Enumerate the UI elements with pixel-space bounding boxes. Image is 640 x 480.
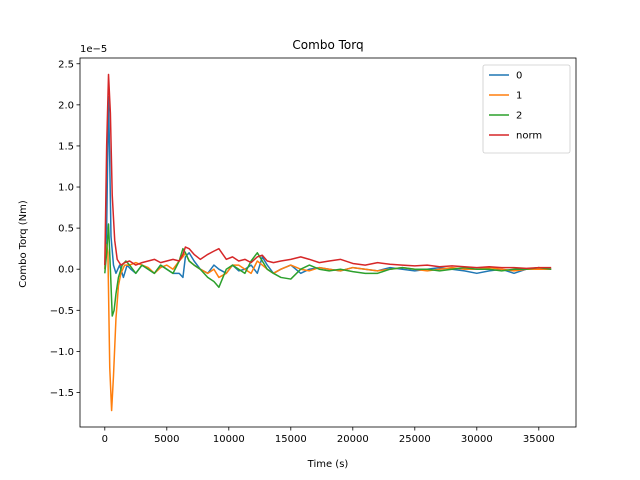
y-tick-label: 0.5 bbox=[58, 224, 74, 235]
legend: 0 1 2 norm bbox=[482, 64, 571, 154]
x-tick-label: 30000 bbox=[461, 434, 493, 445]
series-line-norm bbox=[104, 73, 552, 270]
plot-area: 0 5000 10000 15000 20000 25000 30000 35000 −1.5… bbox=[50, 57, 577, 445]
axes-frame bbox=[79, 57, 577, 428]
x-tick-label: 15000 bbox=[275, 434, 307, 445]
x-tick-label: 20000 bbox=[337, 434, 369, 445]
y-axis: −1.5 −1.0 −0.5 0.0 0.5 1.0 1.5 2.0 2.5 bbox=[50, 59, 80, 399]
series-line-2 bbox=[104, 223, 552, 317]
y-tick-label: 2.0 bbox=[58, 100, 74, 111]
y-axis-scale-label: 1e−5 bbox=[80, 44, 107, 55]
y-tick-label: −1.5 bbox=[50, 388, 74, 399]
x-tick-label: 0 bbox=[102, 434, 108, 445]
legend-box bbox=[482, 64, 571, 154]
x-axis: 0 5000 10000 15000 20000 25000 30000 35000 bbox=[102, 427, 555, 445]
series-lines bbox=[104, 73, 552, 412]
chart-title: Combo Torq bbox=[292, 38, 363, 52]
legend-label-1: 1 bbox=[516, 91, 522, 102]
y-tick-label: 1.0 bbox=[58, 183, 74, 194]
y-tick-label: 0.0 bbox=[58, 265, 74, 276]
legend-label-2: 2 bbox=[516, 111, 522, 122]
y-tick-label: 2.5 bbox=[58, 59, 74, 70]
y-tick-label: −1.0 bbox=[50, 347, 74, 358]
y-axis-label: Combo Torq (Nm) bbox=[18, 200, 29, 288]
legend-label-norm: norm bbox=[516, 131, 542, 142]
x-tick-label: 35000 bbox=[523, 434, 555, 445]
x-tick-label: 25000 bbox=[399, 434, 431, 445]
x-axis-label: Time (s) bbox=[307, 459, 349, 470]
x-tick-label: 5000 bbox=[154, 434, 179, 445]
legend-label-0: 0 bbox=[516, 71, 522, 82]
x-tick-label: 10000 bbox=[213, 434, 245, 445]
y-tick-label: 1.5 bbox=[58, 141, 74, 152]
y-tick-label: −0.5 bbox=[50, 306, 74, 317]
